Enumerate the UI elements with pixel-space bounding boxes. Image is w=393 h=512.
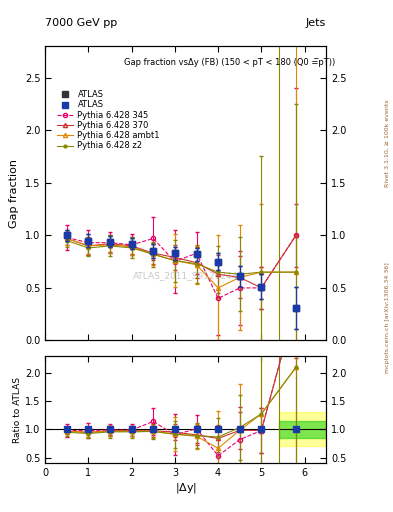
Text: 7000 GeV pp: 7000 GeV pp bbox=[45, 18, 118, 28]
Text: ATLAS_2011_S9126244: ATLAS_2011_S9126244 bbox=[133, 271, 238, 280]
Y-axis label: Ratio to ATLAS: Ratio to ATLAS bbox=[13, 377, 22, 442]
Text: Jets: Jets bbox=[306, 18, 326, 28]
Legend: ATLAS, ATLAS, Pythia 6.428 345, Pythia 6.428 370, Pythia 6.428 ambt1, Pythia 6.4: ATLAS, ATLAS, Pythia 6.428 345, Pythia 6… bbox=[55, 89, 162, 152]
Text: mcplots.cern.ch [arXiv:1306.34 36]: mcplots.cern.ch [arXiv:1306.34 36] bbox=[385, 262, 389, 373]
Bar bbox=[279, 421, 326, 438]
Text: Gap fraction vsΔy (FB) (150 < pT < 180 (Q0 =̅pT)): Gap fraction vsΔy (FB) (150 < pT < 180 (… bbox=[124, 58, 335, 67]
Bar bbox=[279, 413, 326, 446]
Y-axis label: Gap fraction: Gap fraction bbox=[9, 159, 19, 228]
X-axis label: |$\Delta$y|: |$\Delta$y| bbox=[174, 481, 197, 495]
Text: Rivet 3.1.10, ≥ 100k events: Rivet 3.1.10, ≥ 100k events bbox=[385, 99, 389, 187]
